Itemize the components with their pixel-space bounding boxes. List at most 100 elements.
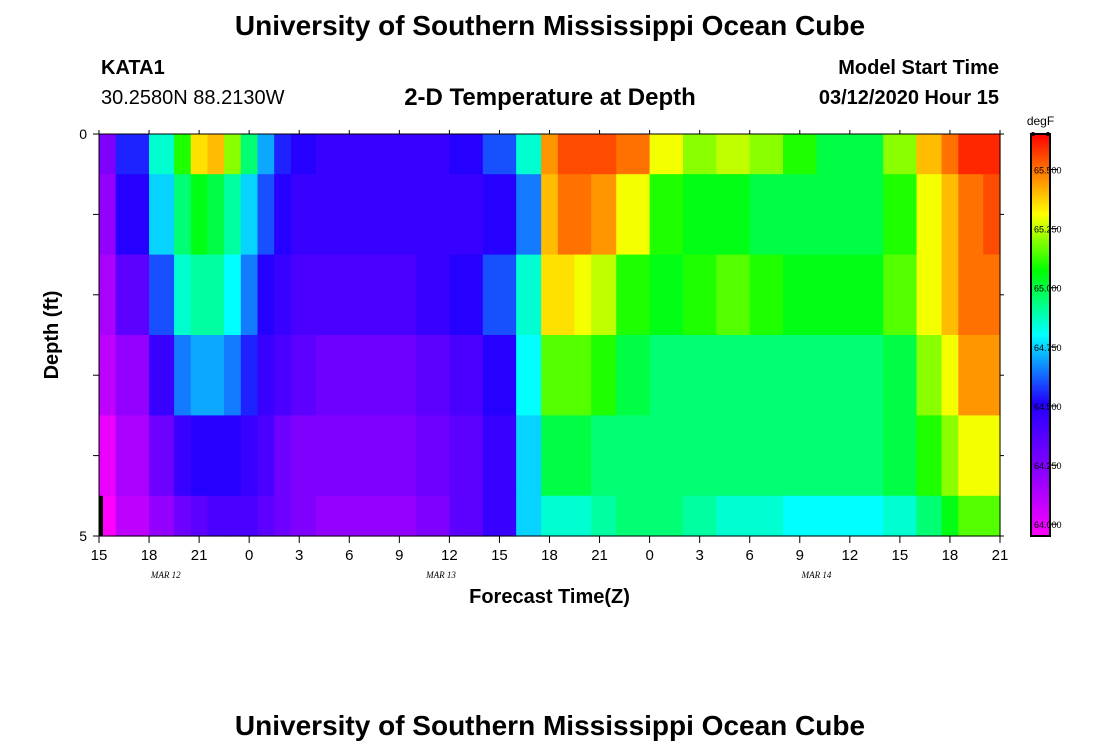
heatmap-cell	[557, 415, 576, 497]
heatmap-cell	[716, 134, 751, 175]
heatmap-cell	[349, 254, 384, 336]
heatmap-cell	[916, 174, 943, 256]
heatmap-cell	[416, 254, 450, 336]
heatmap-cell	[315, 174, 350, 256]
heatmap-cell	[274, 134, 292, 175]
heatmap-cell	[516, 335, 542, 416]
page-title-bottom: University of Southern Mississippi Ocean…	[234, 710, 866, 741]
heatmap-cell	[849, 134, 884, 175]
heatmap-cell	[240, 415, 259, 497]
heatmap-cell	[749, 495, 784, 537]
x-tick-label: 12	[441, 547, 458, 564]
heatmap-cell	[149, 415, 175, 497]
heatmap-cell	[449, 174, 484, 256]
heatmap-cell	[983, 174, 1001, 256]
colorbar: degF 64.000 64.250 64.500 64.750 65.000 65.250…	[1027, 114, 1062, 537]
heatmap-cell	[958, 254, 984, 336]
heatmap-cell	[449, 415, 484, 497]
heatmap-cell	[382, 495, 417, 537]
heatmap-cell	[616, 174, 651, 256]
x-tick-label: 3	[295, 547, 303, 564]
heatmap-cell	[883, 254, 918, 336]
heatmap-cell	[958, 335, 984, 416]
x-tick-label: 15	[491, 547, 508, 564]
heatmap-cell	[416, 174, 450, 256]
heatmap-cell	[591, 254, 617, 336]
heatmap-cell	[783, 254, 818, 336]
heatmap-cell	[115, 495, 150, 537]
heatmap-cell	[958, 134, 984, 175]
y-tick-label: 5	[79, 528, 87, 544]
heatmap-cell	[349, 174, 384, 256]
heatmap-cell	[257, 335, 275, 416]
heatmap-cell	[941, 335, 959, 416]
heatmap-cell	[574, 254, 592, 336]
heatmap-cell	[99, 174, 117, 256]
heatmap-cell	[958, 174, 984, 256]
heatmap-cell	[257, 415, 275, 497]
heatmap-cell	[883, 415, 918, 497]
x-tick-label: 12	[841, 547, 858, 564]
heatmap-cell	[99, 134, 117, 175]
heatmap-cell	[616, 415, 651, 497]
heatmap-cell	[616, 254, 651, 336]
heatmap-cell	[290, 495, 317, 537]
heatmap-cell	[783, 495, 818, 537]
colorbar-corner-dot	[1031, 132, 1035, 136]
heatmap-cell	[382, 335, 417, 416]
heatmap-cell	[274, 174, 292, 256]
heatmap-cell	[649, 254, 684, 336]
heatmap-cell	[849, 335, 884, 416]
heatmap-cell	[541, 495, 559, 537]
heatmap-cell	[174, 335, 192, 416]
heatmap-cell	[416, 134, 450, 175]
heatmap-cell	[224, 254, 242, 336]
heatmap-cell	[557, 335, 576, 416]
heatmap-cell	[816, 134, 851, 175]
bottom-layer-marker	[99, 495, 103, 536]
heatmap-cell	[290, 335, 317, 416]
heatmap-cell	[816, 415, 851, 497]
heatmap-cell	[716, 174, 751, 256]
date-label: MAR 13	[425, 570, 456, 580]
heatmap-cell	[274, 254, 292, 336]
heatmap-cell	[115, 335, 150, 416]
heatmap-cell	[240, 335, 259, 416]
heatmap-cell	[190, 174, 209, 256]
heatmap-cell	[516, 134, 542, 175]
heatmap-cell	[482, 134, 517, 175]
heatmap-cell	[983, 134, 1001, 175]
heatmap-cell	[349, 415, 384, 497]
heatmap-cell	[274, 415, 292, 497]
heatmap-cell	[849, 254, 884, 336]
heatmap-cell	[190, 335, 209, 416]
x-tick-label: 21	[992, 547, 1009, 564]
heatmap-cell	[783, 415, 818, 497]
heatmap-cell	[315, 415, 350, 497]
x-tick-label: 0	[245, 547, 253, 564]
heatmap-cell	[482, 174, 517, 256]
heatmap-cell	[783, 174, 818, 256]
heatmap-cell	[682, 335, 717, 416]
colorbar-gradient	[1030, 133, 1051, 537]
heatmap-cell	[190, 134, 209, 175]
heatmap-cell	[883, 335, 918, 416]
heatmap-cell	[315, 254, 350, 336]
heatmap-cell	[115, 174, 150, 256]
heatmap-cell	[541, 254, 559, 336]
heatmap-cell	[649, 134, 684, 175]
heatmap-cell	[274, 495, 292, 537]
heatmap-cell	[382, 415, 417, 497]
heatmap-cell	[574, 134, 592, 175]
heatmap-cell	[682, 495, 717, 537]
heatmap-cell	[983, 254, 1001, 336]
heatmap-cell	[591, 174, 617, 256]
heatmap-cell	[749, 335, 784, 416]
heatmap-cell	[257, 254, 275, 336]
heatmap-cell	[816, 335, 851, 416]
heatmap-cell	[541, 335, 559, 416]
heatmap-cell	[482, 415, 517, 497]
date-label: MAR 12	[150, 570, 181, 580]
heatmap-cell	[349, 335, 384, 416]
